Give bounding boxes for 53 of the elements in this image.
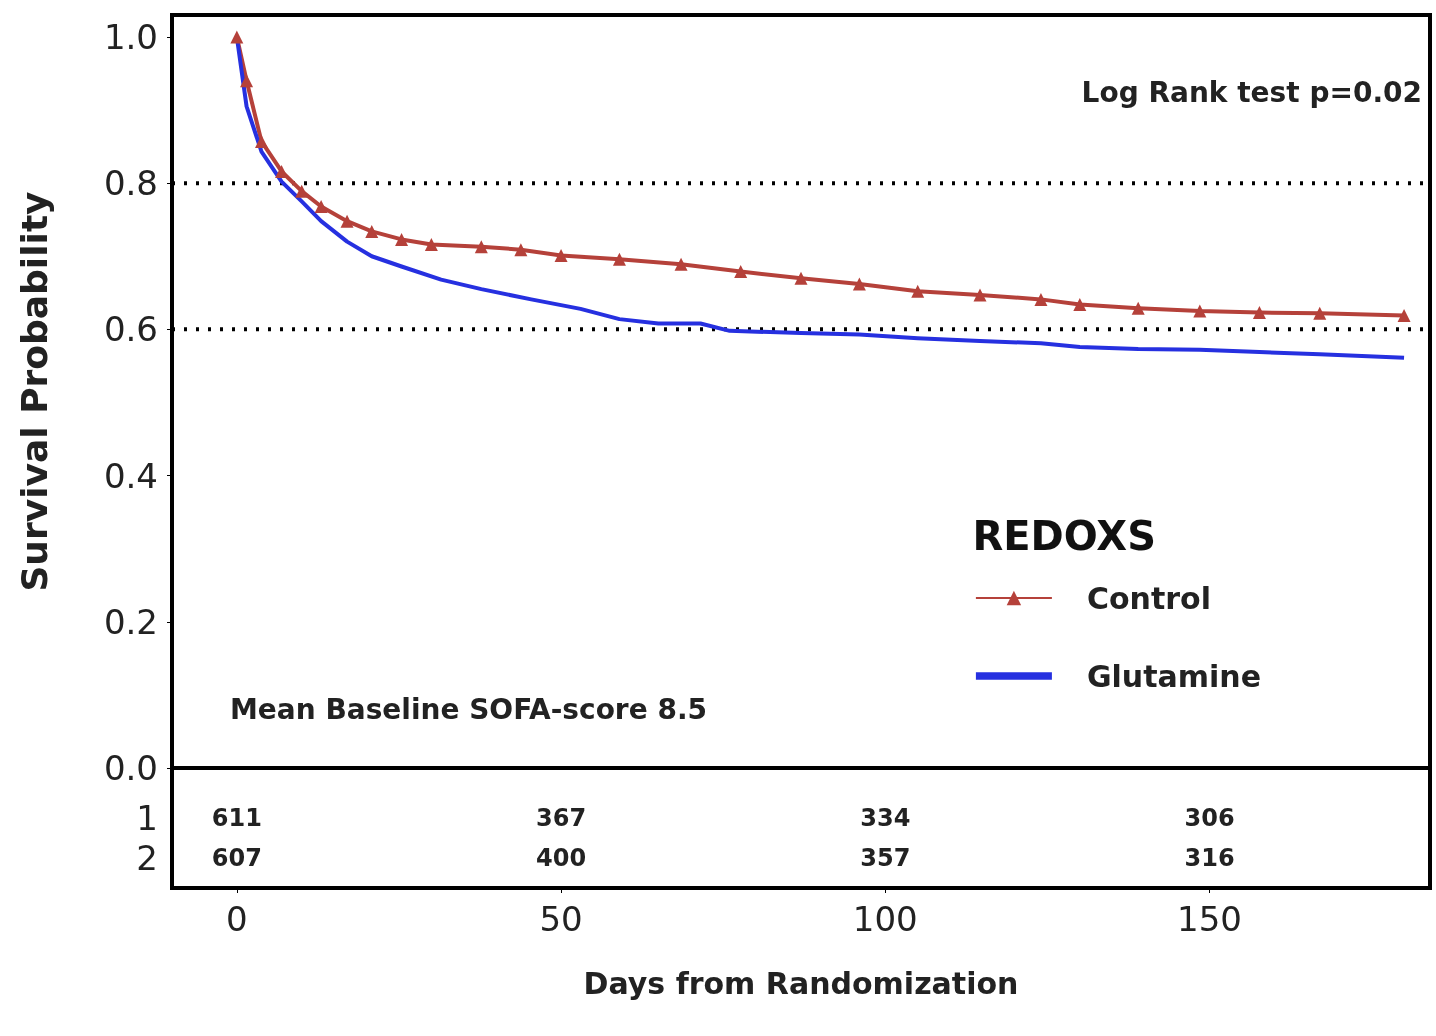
text: 357 [860, 844, 911, 872]
text: 2 [136, 838, 158, 878]
text: 400 [536, 844, 587, 872]
point [254, 134, 268, 148]
point [1193, 304, 1207, 318]
point [1252, 306, 1266, 320]
text: 316 [1184, 844, 1235, 872]
y-tick-label: 0.6 [103, 309, 158, 350]
point [365, 224, 379, 238]
point [1073, 298, 1087, 311]
point [852, 277, 866, 291]
legend-title: REDOXS [972, 513, 1157, 559]
legend-label: Glutamine [1086, 658, 1262, 694]
text: 334 [860, 804, 911, 832]
point [794, 271, 808, 285]
point [612, 252, 626, 266]
x-tick-label: 150 [1177, 899, 1242, 939]
point [1313, 306, 1327, 320]
text: 367 [536, 804, 587, 832]
legend-label: Control [1086, 580, 1211, 616]
point [1034, 292, 1048, 306]
point [1397, 308, 1411, 322]
text: 607 [211, 844, 262, 872]
y-tick-label: 0.0 [103, 748, 158, 788]
point [474, 240, 488, 254]
x-tick-label: 50 [539, 899, 583, 939]
text: 611 [211, 804, 262, 832]
point [973, 288, 987, 302]
point [734, 265, 748, 279]
point [424, 238, 438, 252]
point [395, 232, 409, 246]
text: 306 [1184, 804, 1235, 832]
y-tick-label: 0.8 [103, 163, 158, 204]
point [340, 214, 354, 228]
point [674, 257, 688, 271]
point [554, 249, 568, 263]
point [314, 200, 328, 214]
annotation: Log Rank test p=0.02 [1081, 75, 1422, 109]
point [1131, 301, 1145, 315]
point [514, 243, 528, 257]
x-tick-label: 100 [852, 899, 918, 939]
point [911, 284, 925, 298]
text: 1 [136, 798, 158, 838]
y-axis-title: Survival Probability [13, 191, 55, 592]
annotation: Mean Baseline SOFA-score 8.5 [230, 692, 708, 726]
point [230, 30, 244, 44]
y-tick-label: 1.0 [103, 16, 158, 57]
x-tick-label: 0 [226, 899, 248, 939]
x-axis-title: Days from Randomization [583, 965, 1019, 1001]
point [295, 184, 309, 198]
y-tick-label: 0.2 [103, 601, 158, 642]
y-tick-label: 0.4 [103, 455, 158, 496]
point [240, 74, 254, 88]
